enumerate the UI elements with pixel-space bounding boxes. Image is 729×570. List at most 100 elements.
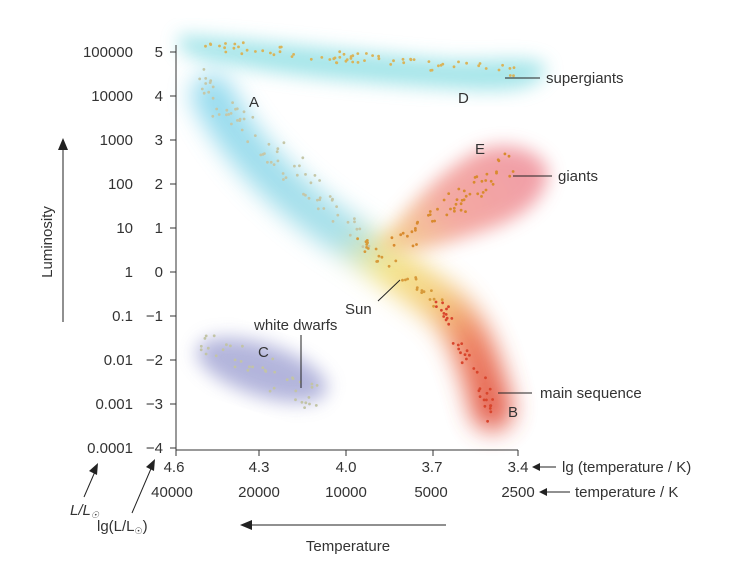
star-dot <box>430 289 433 292</box>
star-dot <box>267 142 271 146</box>
star-dot <box>241 41 245 45</box>
star-dot <box>478 395 482 398</box>
star-dot <box>272 53 276 57</box>
star-dot <box>489 179 493 183</box>
star-dot <box>489 404 493 407</box>
log-lum-tick-label: 0 <box>155 264 163 281</box>
star-dot <box>482 398 486 402</box>
star-dot <box>406 234 409 238</box>
star-dot <box>246 140 250 144</box>
star-dot <box>198 77 202 81</box>
star-dot <box>276 147 280 151</box>
star-dot <box>430 68 434 72</box>
star-dot <box>478 62 482 65</box>
lum-tick-label: 10 <box>116 220 133 237</box>
star-dot <box>234 107 237 111</box>
region-b-label: B <box>508 404 518 421</box>
star-dot <box>254 50 257 53</box>
star-dot <box>484 376 487 380</box>
log-lum-tick-label: −4 <box>146 440 163 457</box>
star-dot <box>261 366 265 369</box>
star-dot <box>480 179 484 183</box>
star-dot <box>468 353 471 357</box>
star-dot <box>401 57 405 61</box>
star-dot <box>442 315 446 318</box>
star-dot <box>204 44 207 48</box>
star-dot <box>376 259 380 263</box>
star-dot <box>435 305 438 308</box>
star-dot <box>358 227 362 231</box>
star-dot <box>348 233 352 237</box>
star-dot <box>282 141 286 145</box>
log-lum-tick-label: 2 <box>155 176 163 193</box>
star-dot <box>290 55 294 58</box>
star-dot <box>387 264 391 268</box>
star-dot <box>353 220 356 224</box>
star-dot <box>401 278 404 282</box>
lum-tick-label: 0.01 <box>104 352 133 369</box>
star-dot <box>227 113 231 116</box>
star-dot <box>202 68 206 71</box>
star-dot <box>264 370 268 373</box>
star-dot <box>331 197 334 201</box>
star-dot <box>199 348 203 352</box>
star-dot <box>346 220 350 224</box>
star-dot <box>462 198 466 202</box>
star-dot <box>428 213 432 217</box>
white-dwarfs-band <box>196 337 328 403</box>
star-dot <box>282 178 285 181</box>
lum-tick-label: 0.0001 <box>87 440 133 457</box>
star-dot <box>307 196 311 200</box>
star-dot <box>472 180 476 184</box>
star-dot <box>294 398 297 402</box>
star-dot <box>320 56 324 59</box>
star-dot <box>303 406 306 409</box>
star-dot <box>211 96 215 100</box>
y-ticks <box>170 51 176 449</box>
star-dot <box>245 48 249 52</box>
region-d-label: D <box>458 90 469 107</box>
star-dot <box>459 351 462 355</box>
star-dot <box>409 58 413 62</box>
bands <box>178 35 548 431</box>
star-dot <box>484 67 488 70</box>
log-lum-tick-label: −3 <box>146 396 163 413</box>
star-dot <box>363 59 366 62</box>
star-dot <box>259 153 263 157</box>
star-dot <box>331 220 335 223</box>
star-dot <box>389 63 393 66</box>
region-a-label: A <box>249 94 259 111</box>
star-dot <box>231 101 235 104</box>
star-dot <box>464 210 467 214</box>
star-dot <box>239 360 243 363</box>
star-dot <box>415 288 419 291</box>
star-dot <box>484 188 488 192</box>
star-dot <box>269 160 273 164</box>
star-dot <box>428 298 432 301</box>
star-dot <box>279 45 283 49</box>
star-dot <box>237 45 240 49</box>
star-dot <box>241 344 244 348</box>
star-dot <box>328 195 332 198</box>
log-lum-tick-label: −2 <box>146 352 163 369</box>
lum-tick-label: 10000 <box>91 88 133 105</box>
star-dot <box>512 66 516 69</box>
star-dot <box>472 367 476 370</box>
star-dot <box>478 387 482 391</box>
x-temp-axis-label: temperature / K <box>575 484 678 501</box>
star-dot <box>224 50 228 54</box>
star-dot <box>353 217 356 221</box>
star-dot <box>223 46 227 50</box>
star-dot <box>310 385 314 389</box>
log-temp-tick-label: 4.6 <box>164 459 185 476</box>
main-sequence-band <box>191 74 513 431</box>
star-dot <box>284 176 288 180</box>
star-dot <box>229 344 232 348</box>
lum-tick-label: 100 <box>108 176 133 193</box>
star-dot <box>406 277 409 281</box>
log-luminosity-unit-label: lg(L/L☉) <box>97 518 148 536</box>
star-dot <box>295 173 299 177</box>
star-dot <box>410 230 414 234</box>
star-dot <box>450 317 454 320</box>
x-log-axis-label: lg (temperature / K) <box>562 459 691 476</box>
